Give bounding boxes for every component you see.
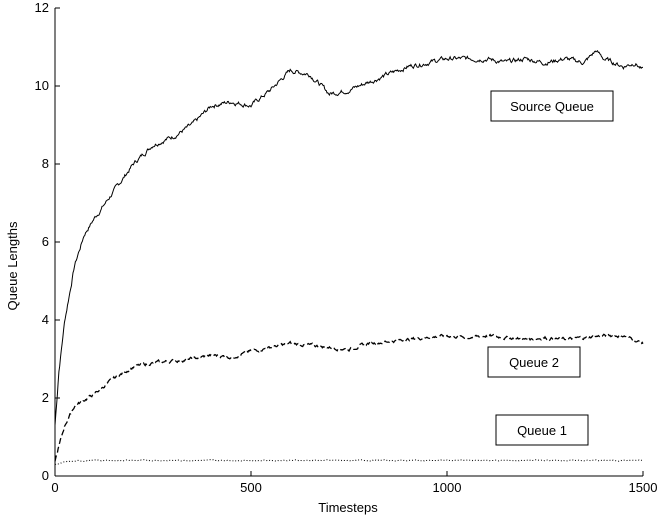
x-tick-label: 0 <box>51 480 58 495</box>
annotation-source-queue: Source Queue <box>490 90 614 122</box>
x-tick-label: 1000 <box>433 480 462 495</box>
x-tick-label: 1500 <box>629 480 658 495</box>
y-tick-label: 10 <box>35 78 49 93</box>
series-line-source-queue <box>54 50 643 426</box>
y-tick-label: 6 <box>42 234 49 249</box>
series-line-queue-2 <box>54 333 644 462</box>
plot-area: 0 500 1000 1500 0 2 4 6 8 10 12 <box>35 0 658 495</box>
y-tick-label: 2 <box>42 390 49 405</box>
annotation-queue-2: Queue 2 <box>487 346 581 378</box>
y-axis-title: Queue Lengths <box>5 221 20 310</box>
y-tick-label: 8 <box>42 156 49 171</box>
annotation-queue-2-label: Queue 2 <box>509 355 559 370</box>
annotation-queue-1: Queue 1 <box>495 414 589 446</box>
y-tick-label: 12 <box>35 0 49 15</box>
x-axis-title: Timesteps <box>318 500 378 515</box>
y-tick-label: 4 <box>42 312 49 327</box>
series-line-queue-1 <box>54 459 644 465</box>
y-tick-label: 0 <box>42 468 49 483</box>
x-tick-label: 500 <box>240 480 262 495</box>
annotation-source-queue-label: Source Queue <box>510 99 594 114</box>
annotation-queue-1-label: Queue 1 <box>517 423 567 438</box>
